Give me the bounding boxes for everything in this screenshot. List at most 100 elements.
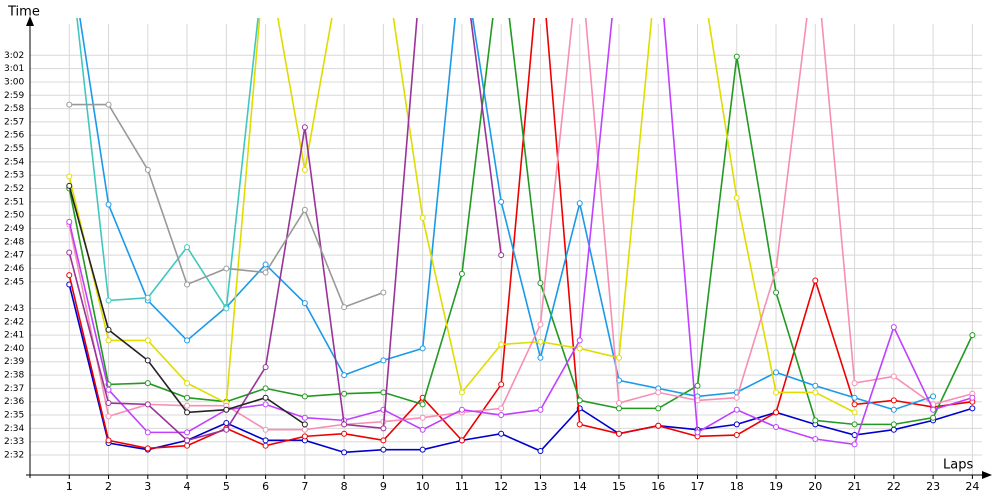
point <box>105 400 112 407</box>
x-tick-label: 18 <box>730 480 744 493</box>
point <box>184 429 191 436</box>
point <box>537 354 544 361</box>
point <box>537 406 544 413</box>
y-tick-label: 2:46 <box>4 264 24 274</box>
point <box>930 414 937 421</box>
point <box>66 173 73 180</box>
x-tick-label: 22 <box>887 480 901 493</box>
point <box>105 413 112 420</box>
point <box>969 405 976 412</box>
point <box>262 437 269 444</box>
point <box>655 422 662 429</box>
y-tick-label: 2:45 <box>4 277 24 287</box>
x-tick-label: 21 <box>848 480 862 493</box>
point <box>262 401 269 408</box>
point <box>498 405 505 412</box>
point <box>537 321 544 328</box>
point <box>890 421 897 428</box>
x-tick-label: 13 <box>533 480 547 493</box>
point <box>223 420 230 427</box>
point <box>419 345 426 352</box>
point <box>890 426 897 433</box>
point <box>615 400 622 407</box>
series-line <box>68 284 973 454</box>
point <box>733 394 740 401</box>
point <box>655 389 662 396</box>
point <box>66 218 73 225</box>
point <box>615 430 622 437</box>
y-tick-label: 2:55 <box>4 144 24 154</box>
point <box>262 269 269 276</box>
x-tick-label: 23 <box>926 480 940 493</box>
y-tick-label: 2:34 <box>4 424 24 434</box>
point <box>184 402 191 409</box>
point <box>498 341 505 348</box>
point <box>576 397 583 404</box>
point <box>773 424 780 431</box>
y-arrow <box>26 16 34 26</box>
point <box>144 380 151 387</box>
point <box>419 426 426 433</box>
y-tick-label: 2:40 <box>4 344 24 354</box>
point <box>223 406 230 413</box>
point <box>223 426 230 433</box>
y-tick-label: 2:50 <box>4 211 24 221</box>
point <box>301 426 308 433</box>
point <box>851 441 858 448</box>
point <box>733 421 740 428</box>
point <box>301 414 308 421</box>
x-tick-label: 4 <box>184 480 191 493</box>
point <box>66 249 73 256</box>
y-tick-label: 2:35 <box>4 411 24 421</box>
point <box>301 421 308 428</box>
point <box>773 266 780 273</box>
point <box>262 364 269 371</box>
point <box>341 421 348 428</box>
point <box>380 289 387 296</box>
point <box>144 166 151 173</box>
x-tick-label: 5 <box>223 480 230 493</box>
x-tick-label: 16 <box>651 480 665 493</box>
point <box>105 201 112 208</box>
point <box>105 326 112 333</box>
point <box>812 417 819 424</box>
point <box>773 409 780 416</box>
y-tick-label: 2:53 <box>4 171 24 181</box>
point <box>930 393 937 400</box>
y-tick-label: 2:43 <box>4 304 24 314</box>
point <box>733 53 740 60</box>
point <box>458 437 465 444</box>
y-tick-label: 2:54 <box>4 157 24 167</box>
y-tick-label: 2:32 <box>4 451 24 461</box>
point <box>615 405 622 412</box>
x-tick-label: 1 <box>66 480 73 493</box>
x-arrow <box>982 471 992 479</box>
x-tick-label: 7 <box>301 480 308 493</box>
y-tick-label: 3:02 <box>4 51 24 61</box>
point <box>144 294 151 301</box>
point <box>498 381 505 388</box>
point <box>144 445 151 452</box>
point <box>419 401 426 408</box>
point <box>812 382 819 389</box>
point <box>66 182 73 189</box>
series-line <box>68 18 973 431</box>
point <box>733 432 740 439</box>
y-tick-label: 2:48 <box>4 237 24 247</box>
y-tick-label: 2:51 <box>4 197 24 207</box>
point <box>812 277 819 284</box>
y-title: Time <box>7 5 40 20</box>
point <box>144 337 151 344</box>
y-tick-label: 2:38 <box>4 371 24 381</box>
point <box>812 389 819 396</box>
point <box>341 390 348 397</box>
y-tick-label: 3:00 <box>4 77 24 87</box>
point <box>458 270 465 277</box>
y-tick-label: 2:59 <box>4 91 24 101</box>
point <box>812 436 819 443</box>
point <box>184 409 191 416</box>
point <box>851 401 858 408</box>
y-tick-label: 2:33 <box>4 437 24 447</box>
point <box>419 446 426 453</box>
point <box>262 442 269 449</box>
